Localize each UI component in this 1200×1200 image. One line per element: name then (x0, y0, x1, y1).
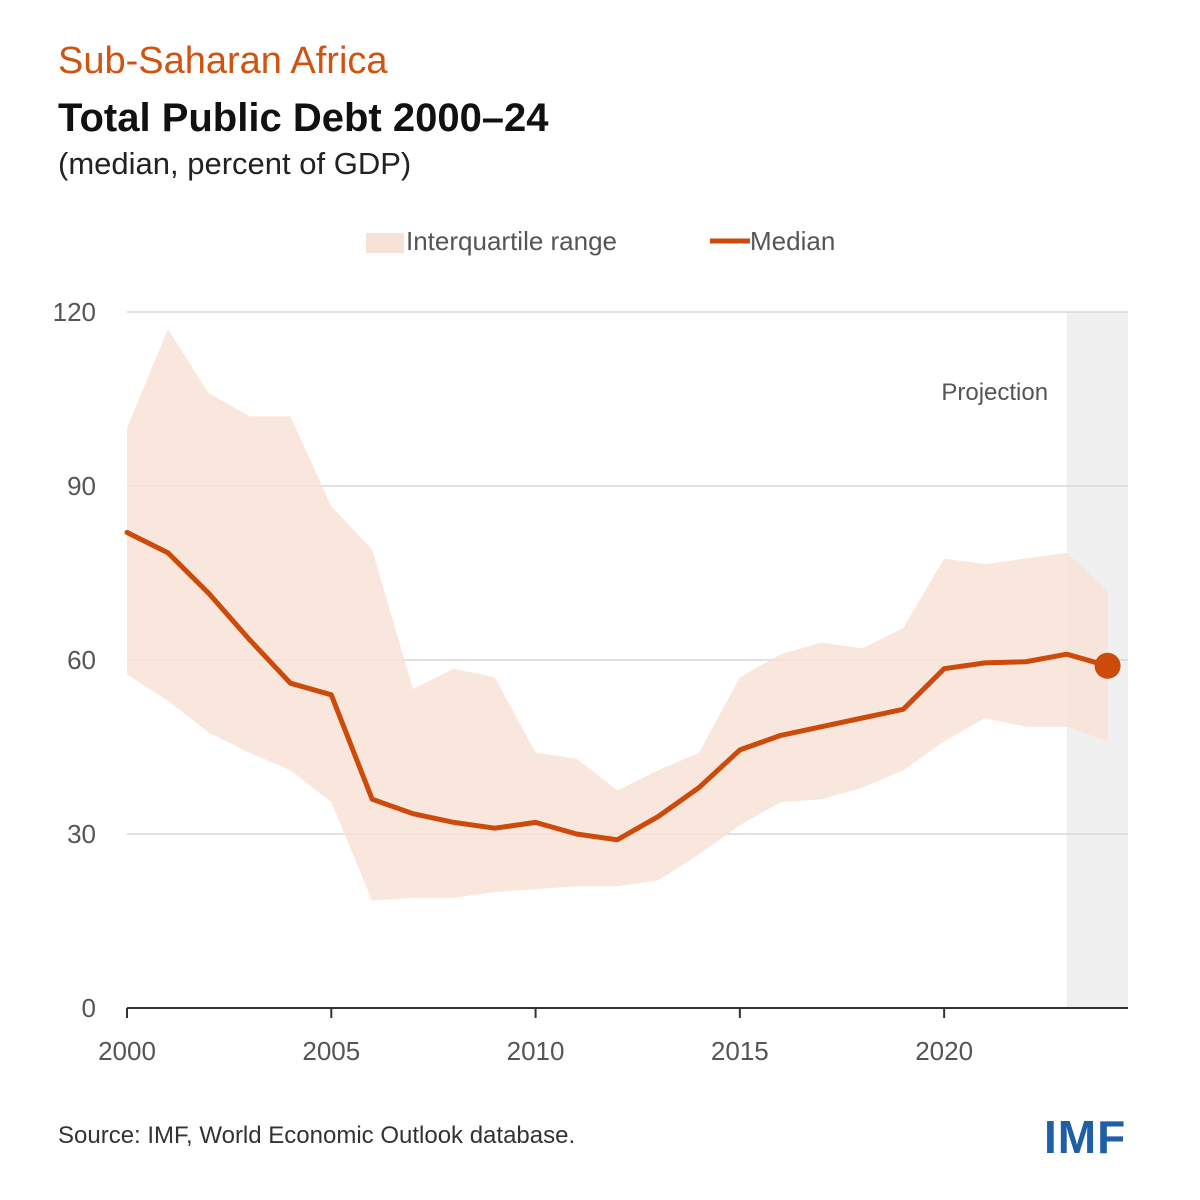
x-tick-label: 2020 (915, 1036, 973, 1066)
legend-band-swatch (366, 233, 404, 253)
y-axis-tick-labels: 0 30 60 90 120 (53, 297, 96, 1023)
x-tick-label: 2010 (507, 1036, 565, 1066)
median-last-point (1094, 652, 1121, 679)
interquartile-band (127, 329, 1108, 901)
x-axis-ticks: 2000 2005 2010 2015 2020 (98, 1008, 973, 1066)
y-tick-label: 0 (82, 993, 96, 1023)
y-tick-label: 90 (67, 471, 96, 501)
y-tick-label: 30 (67, 819, 96, 849)
legend-band-label: Interquartile range (406, 226, 617, 256)
legend: Interquartile range Median (366, 226, 835, 256)
source-note: Source: IMF, World Economic Outlook data… (58, 1122, 576, 1149)
legend-median-label: Median (750, 226, 835, 256)
y-tick-label: 60 (67, 645, 96, 675)
imf-logo: IMF (1044, 1111, 1127, 1163)
chart-subtitle: (median, percent of GDP) (58, 146, 412, 181)
chart-region-label: Sub-Saharan Africa (58, 40, 388, 82)
projection-label: Projection (941, 379, 1048, 406)
x-tick-label: 2005 (302, 1036, 360, 1066)
x-tick-label: 2000 (98, 1036, 156, 1066)
median-line (124, 529, 1111, 843)
x-tick-label: 2015 (711, 1036, 769, 1066)
chart-title: Total Public Debt 2000–24 (58, 96, 549, 140)
y-tick-label: 120 (53, 297, 96, 327)
